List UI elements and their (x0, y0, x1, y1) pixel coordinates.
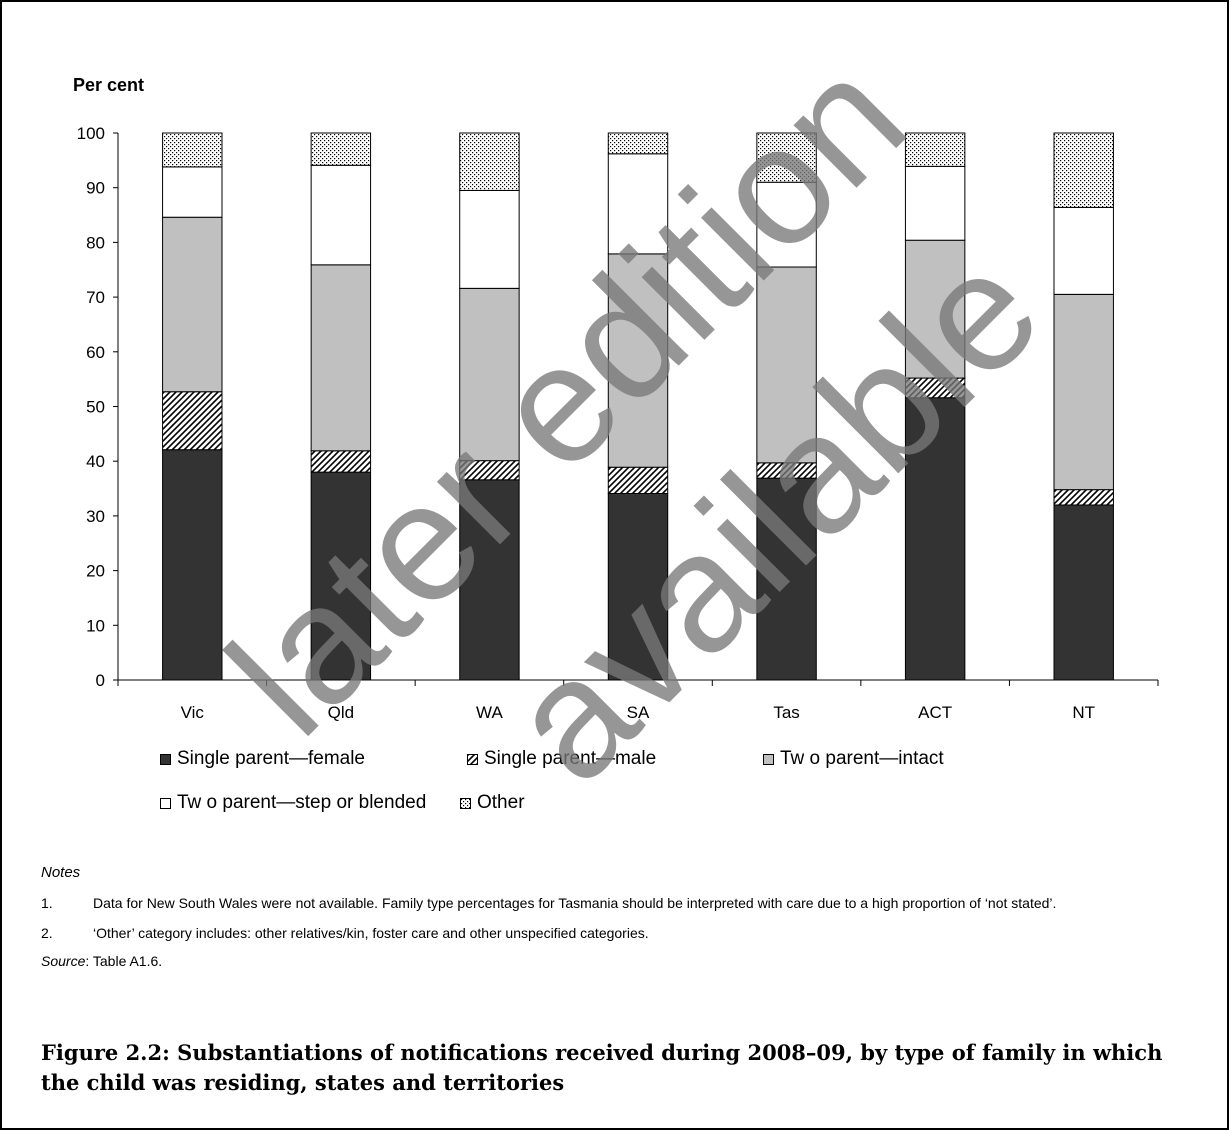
y-tick-label: 50 (86, 398, 105, 417)
y-tick-label: 0 (96, 671, 105, 690)
y-tick-label: 10 (86, 616, 105, 635)
notes-heading: Notes (41, 864, 81, 881)
note-text: ‘Other’ category includes: other relativ… (93, 925, 649, 941)
bar-segment (459, 460, 520, 481)
bar-segment (459, 189, 520, 289)
bar-segment (1053, 504, 1114, 681)
legend-swatch-white (160, 797, 171, 809)
legend-swatch-dots (460, 797, 471, 809)
notes-section: Notes 1. Data for New South Wales were n… (41, 864, 1201, 970)
legend-label: Tw o parent—intact (780, 748, 944, 769)
bar-segment (1053, 489, 1114, 506)
axes: 0 10 20 30 40 50 60 70 80 90 100 Vic Qld WA SA Tas ACT NT (77, 124, 1159, 722)
bar-segment (162, 391, 223, 451)
bar-segment (904, 397, 966, 681)
note-item: 2. ‘Other’ category includes: other rela… (41, 925, 1201, 942)
bar-segment (756, 477, 817, 681)
bar-segment (1053, 206, 1114, 295)
bar-segment (904, 165, 966, 241)
bar-segment (310, 132, 372, 166)
source-line: Source: Table A1.6. (41, 953, 1201, 970)
legend-item-two-parent-step: Tw o parent—step or blended (160, 792, 426, 814)
legend-label: Single parent—male (484, 748, 657, 769)
y-tick-label: 30 (86, 507, 105, 526)
bar-segment (1053, 293, 1114, 491)
x-category-label: NT (1072, 703, 1095, 722)
y-tick-label: 100 (77, 124, 105, 143)
bar-segment (162, 166, 223, 218)
bar-segment (904, 377, 966, 399)
legend-item-other: Other (460, 792, 525, 814)
y-tick-label: 60 (86, 343, 105, 362)
bar-segment (310, 264, 372, 452)
x-category-label: Tas (773, 703, 799, 722)
legend-item-two-parent-intact: Tw o parent—intact (763, 748, 944, 770)
x-category-label: WA (476, 703, 503, 722)
x-category-label: ACT (918, 703, 952, 722)
bar-segment (607, 492, 669, 681)
bar-segment (162, 132, 223, 168)
bar-segment (904, 132, 966, 167)
legend-item-single-parent-male: Single parent—male (467, 748, 656, 770)
note-item: 1. Data for New South Wales were not ava… (41, 895, 1201, 912)
legend-label: Other (477, 792, 525, 813)
bar-segment (607, 153, 669, 255)
source-label: Source (41, 953, 86, 969)
x-category-label: Vic (181, 703, 205, 722)
y-tick-label: 40 (86, 452, 105, 471)
bar-segment (756, 181, 817, 268)
legend-label: Tw o parent—step or blended (177, 792, 427, 813)
bar-segment (459, 132, 520, 191)
bar-segment (310, 450, 372, 473)
legend: Single parent—female Single parent—male … (160, 748, 1060, 828)
bar-segment (756, 266, 817, 464)
figure-caption: Figure 2.2: Substantiations of notificat… (41, 1040, 1163, 1095)
bar-segment (607, 253, 669, 468)
y-tick-label: 70 (86, 288, 105, 307)
y-tick-label: 20 (86, 562, 105, 581)
bar-segment (310, 471, 372, 681)
y-tick-label: 80 (86, 233, 105, 252)
bar-segment (310, 164, 372, 266)
x-category-label: SA (627, 703, 650, 722)
legend-swatch-dark (160, 753, 171, 765)
bar-segment (756, 132, 817, 183)
x-category-label: Qld (328, 703, 354, 722)
bar-segment (1053, 132, 1114, 208)
bar-segment (459, 287, 520, 462)
y-axis-title: Per cent (73, 75, 144, 95)
bar-segment (904, 239, 966, 379)
bar-segment (607, 466, 669, 494)
bar-segment (756, 462, 817, 479)
note-text: Data for New South Wales were not availa… (93, 895, 1057, 911)
bar-segment (607, 132, 669, 155)
legend-swatch-hatch (467, 753, 478, 765)
bar-segment (162, 216, 223, 393)
bar-segment (459, 479, 520, 681)
bars (162, 132, 1114, 681)
legend-swatch-light (763, 753, 774, 765)
bar-segment (162, 449, 223, 681)
legend-item-single-parent-female: Single parent—female (160, 748, 365, 770)
stacked-bar-chart: Per cent 0 10 20 30 40 50 60 70 80 90 100 Vic Qld WA S… (73, 75, 1159, 722)
note-number: 2. (41, 925, 53, 941)
legend-label: Single parent—female (177, 748, 365, 769)
y-tick-label: 90 (86, 179, 105, 198)
note-number: 1. (41, 895, 53, 911)
source-text: : Table A1.6. (85, 953, 163, 969)
